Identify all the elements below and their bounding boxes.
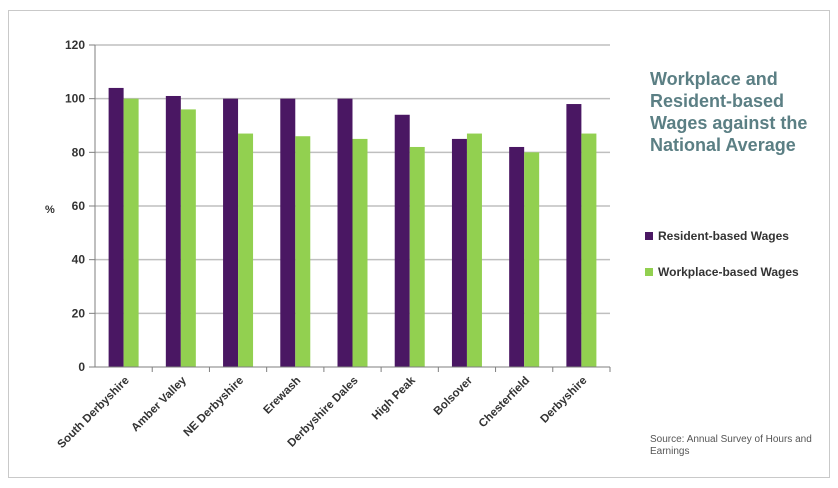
y-axis-label: %: [45, 204, 55, 216]
workplace-bar: [238, 134, 253, 367]
legend-label-workplace: Workplace-based Wages: [658, 265, 799, 279]
y-tick-label: 80: [72, 145, 86, 159]
y-tick-label: 0: [78, 360, 85, 374]
workplace-bar: [295, 136, 310, 367]
x-tick-label: High Peak: [370, 374, 418, 422]
x-tick-label: Erewash: [261, 375, 303, 417]
workplace-bar: [181, 109, 196, 367]
workplace-bar: [353, 139, 368, 367]
workplace-bar: [524, 152, 539, 367]
resident-bar: [109, 88, 124, 367]
legend-item-workplace: Workplace-based Wages: [645, 264, 835, 280]
legend-swatch-workplace: [645, 268, 653, 276]
workplace-bar: [581, 134, 596, 367]
resident-bar: [509, 147, 524, 367]
x-tick-label: NE Derbyshire: [182, 375, 247, 440]
resident-bar: [338, 99, 353, 367]
legend-label-resident: Resident-based Wages: [658, 229, 789, 243]
x-tick-label: Chesterfield: [477, 375, 532, 430]
workplace-bar: [467, 134, 482, 367]
resident-bar: [166, 96, 181, 367]
workplace-bar: [410, 147, 425, 367]
resident-bar: [223, 99, 238, 367]
y-tick-label: 60: [72, 199, 86, 213]
bars: [109, 88, 597, 367]
workplace-bar: [124, 99, 139, 367]
x-tick-label: South Derbyshire: [55, 375, 131, 451]
y-tick-label: 20: [72, 306, 86, 320]
x-tick-label: Bolsover: [432, 374, 476, 418]
legend-item-resident: Resident-based Wages: [645, 228, 835, 244]
legend: Resident-based Wages Workplace-based Wag…: [645, 228, 835, 300]
resident-bar: [280, 99, 295, 367]
y-tick-label: 120: [65, 38, 85, 52]
x-tick-label: Derbyshire: [539, 375, 590, 426]
resident-bar: [395, 115, 410, 367]
resident-bar: [566, 104, 581, 367]
chart-title: Workplace and Resident-based Wages again…: [650, 68, 830, 156]
y-tick-label: 40: [72, 253, 86, 267]
source-note: Source: Annual Survey of Hours and Earni…: [650, 434, 820, 458]
legend-swatch-resident: [645, 232, 653, 240]
resident-bar: [452, 139, 467, 367]
x-tick-label: Amber Valley: [129, 374, 189, 434]
y-tick-label: 100: [65, 92, 85, 106]
